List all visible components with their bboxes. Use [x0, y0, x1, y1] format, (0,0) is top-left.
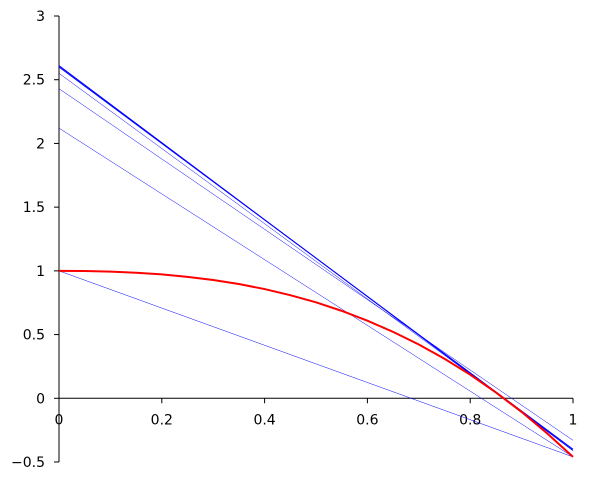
x-tick-label: 0 — [55, 412, 64, 428]
line — [58, 88, 574, 441]
y-tick-label: 1 — [36, 264, 45, 280]
y-tick-label: 0 — [36, 391, 45, 407]
line — [58, 269, 574, 458]
y-tick-label: 1.5 — [23, 200, 45, 216]
line — [58, 127, 574, 458]
x-tick-label: 0.8 — [459, 412, 481, 428]
line — [58, 270, 574, 458]
y-tick-label: 3 — [36, 9, 45, 25]
x-tick-label: 1 — [569, 412, 578, 428]
x-tick-label: 0.6 — [356, 412, 378, 428]
x-tick-label: 0.4 — [253, 412, 275, 428]
y-tick-label: 2.5 — [23, 73, 45, 89]
y-tick-label: −0.5 — [11, 455, 45, 471]
x-tick-label: 0.2 — [151, 412, 173, 428]
y-tick-label: 2 — [36, 136, 45, 152]
y-tick-label: 0.5 — [23, 328, 45, 344]
